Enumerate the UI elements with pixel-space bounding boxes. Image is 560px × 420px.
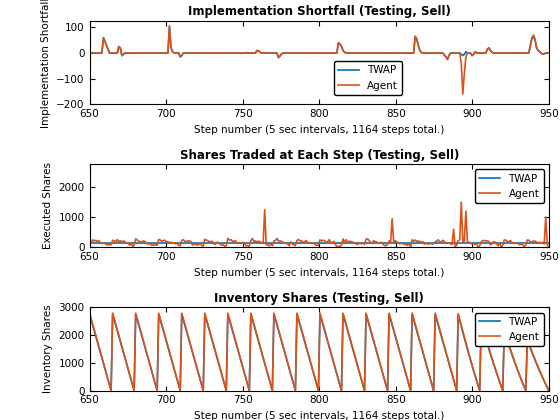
- TWAP: [475, 383, 482, 388]
- Agent: [506, 50, 512, 55]
- Agent: [458, 200, 465, 205]
- TWAP: [545, 240, 552, 245]
- Agent: [86, 236, 93, 241]
- X-axis label: Step number (5 sec intervals, 1164 steps total.): Step number (5 sec intervals, 1164 steps…: [194, 268, 445, 278]
- TWAP: [361, 50, 368, 55]
- Agent: [360, 50, 366, 55]
- TWAP: [367, 240, 374, 245]
- Line: Agent: Agent: [90, 202, 549, 247]
- TWAP: [477, 51, 483, 56]
- Agent: [361, 50, 368, 55]
- TWAP: [360, 50, 366, 55]
- Agent: [360, 383, 366, 388]
- Agent: [545, 50, 552, 55]
- TWAP: [360, 240, 366, 245]
- Agent: [361, 388, 368, 393]
- TWAP: [108, 388, 114, 393]
- Agent: [407, 244, 414, 249]
- Agent: [477, 243, 483, 248]
- Agent: [88, 316, 95, 321]
- TWAP: [502, 240, 509, 245]
- Agent: [88, 50, 95, 55]
- TWAP: [360, 383, 366, 388]
- TWAP: [473, 240, 480, 245]
- Agent: [504, 338, 511, 343]
- X-axis label: Step number (5 sec intervals, 1164 steps total.): Step number (5 sec intervals, 1164 steps…: [194, 125, 445, 135]
- TWAP: [86, 312, 93, 317]
- Agent: [360, 240, 366, 245]
- Legend: TWAP, Agent: TWAP, Agent: [475, 169, 544, 203]
- Agent: [88, 241, 95, 246]
- TWAP: [504, 339, 511, 344]
- TWAP: [86, 240, 93, 245]
- X-axis label: Step number (5 sec intervals, 1164 steps total.): Step number (5 sec intervals, 1164 steps…: [194, 411, 445, 420]
- TWAP: [86, 50, 93, 55]
- Title: Shares Traded at Each Step (Testing, Sell): Shares Traded at Each Step (Testing, Sel…: [180, 149, 459, 162]
- TWAP: [88, 50, 95, 55]
- Agent: [369, 50, 376, 55]
- Y-axis label: Implementation Shortfall: Implementation Shortfall: [41, 0, 51, 128]
- TWAP: [545, 50, 552, 55]
- TWAP: [444, 57, 451, 62]
- Agent: [166, 24, 173, 29]
- Agent: [459, 92, 466, 97]
- Title: Inventory Shares (Testing, Sell): Inventory Shares (Testing, Sell): [214, 292, 424, 305]
- Agent: [86, 50, 93, 55]
- Agent: [545, 388, 552, 393]
- TWAP: [358, 240, 365, 245]
- TWAP: [506, 50, 512, 55]
- Agent: [108, 388, 114, 393]
- Title: Implementation Shortfall (Testing, Sell): Implementation Shortfall (Testing, Sell): [188, 5, 451, 18]
- Line: TWAP: TWAP: [90, 314, 549, 391]
- Y-axis label: Executed Shares: Executed Shares: [43, 162, 53, 249]
- Agent: [369, 333, 376, 338]
- Line: Agent: Agent: [90, 313, 549, 391]
- TWAP: [88, 240, 95, 245]
- Line: TWAP: TWAP: [90, 26, 549, 59]
- TWAP: [361, 388, 368, 393]
- Agent: [475, 383, 482, 388]
- TWAP: [369, 333, 376, 339]
- TWAP: [166, 24, 173, 29]
- Legend: TWAP, Agent: TWAP, Agent: [475, 312, 544, 346]
- TWAP: [88, 317, 95, 322]
- Agent: [367, 240, 374, 245]
- Agent: [477, 50, 483, 55]
- TWAP: [369, 50, 376, 55]
- Line: Agent: Agent: [90, 26, 549, 94]
- Agent: [358, 241, 365, 247]
- Legend: TWAP, Agent: TWAP, Agent: [334, 61, 402, 95]
- Agent: [86, 310, 93, 315]
- Y-axis label: Inventory Shares: Inventory Shares: [43, 304, 53, 393]
- TWAP: [545, 388, 552, 393]
- Agent: [545, 244, 552, 249]
- Agent: [506, 239, 512, 244]
